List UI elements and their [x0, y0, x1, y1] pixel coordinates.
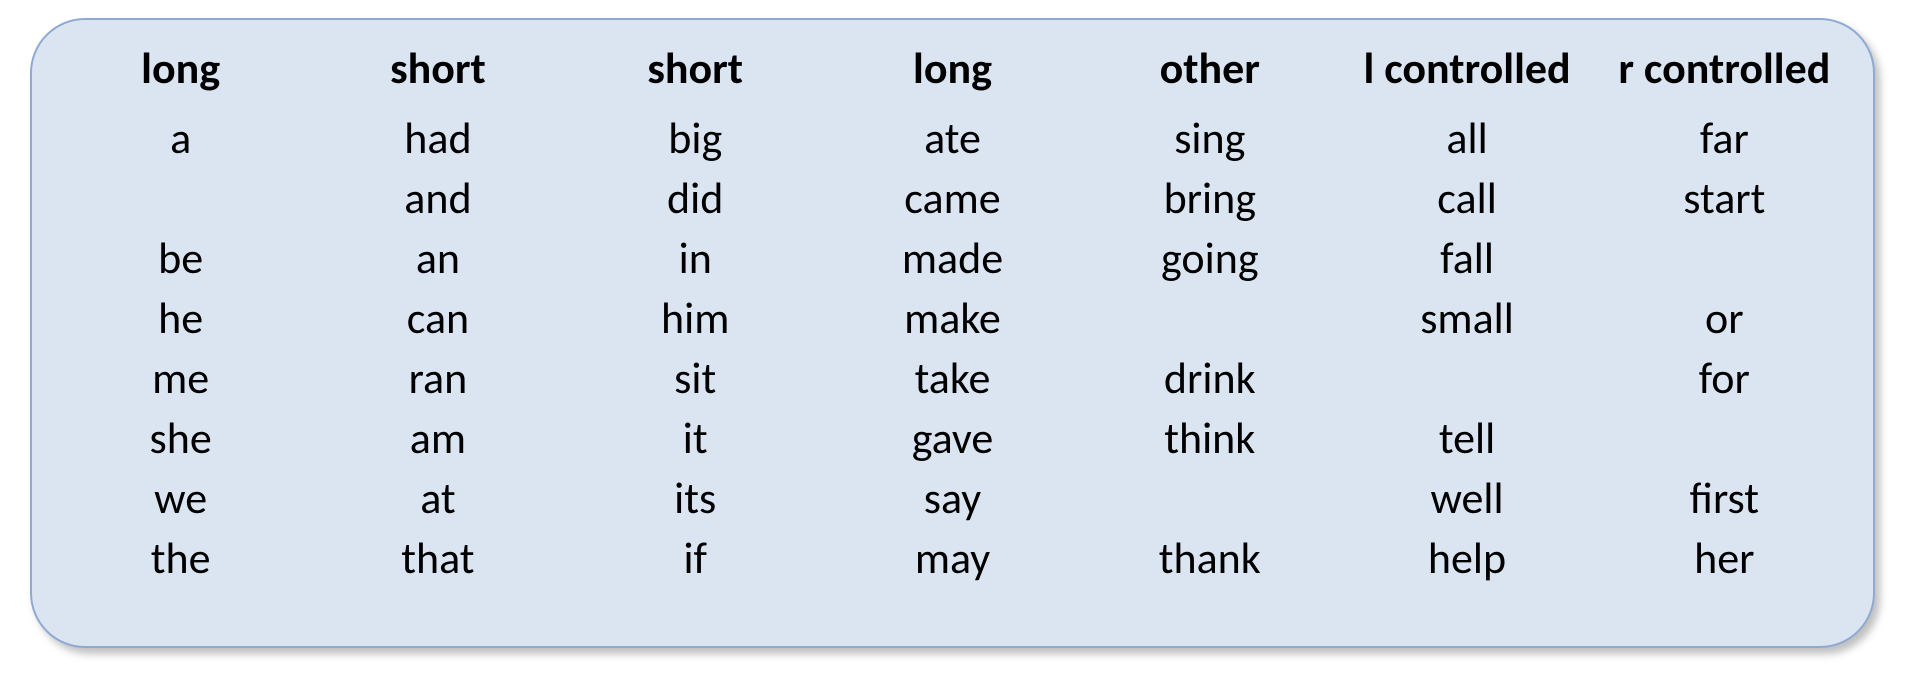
table-cell: him: [661, 289, 729, 349]
table-cell: me: [152, 349, 209, 409]
column-header: other: [1160, 42, 1260, 95]
table-cell: came: [904, 169, 1000, 229]
table-cell: thank: [1159, 529, 1261, 589]
column-header: r controlled: [1618, 42, 1830, 95]
column-5: l controlled all call fall small tell we…: [1338, 42, 1595, 616]
column-header: long: [913, 42, 992, 95]
table-cell: an: [416, 229, 460, 289]
column-header: short: [390, 42, 486, 95]
table-cell: we: [154, 469, 207, 529]
table-cell: its: [674, 469, 716, 529]
column-2: short big did in him sit it its if: [567, 42, 824, 616]
table-cell: if: [683, 529, 707, 589]
table-cell: that: [401, 529, 474, 589]
table-cell: for: [1699, 349, 1750, 409]
table-cell: he: [158, 289, 203, 349]
table-cell: big: [668, 109, 722, 169]
table-cell: can: [407, 289, 469, 349]
table-cell: well: [1430, 469, 1503, 529]
column-0: long a be he me she we the: [52, 42, 309, 616]
table-cell: sit: [674, 349, 716, 409]
table-cell: going: [1161, 229, 1259, 289]
table-cell: made: [902, 229, 1003, 289]
table-cell: in: [679, 229, 712, 289]
table-cell: a: [170, 109, 191, 169]
table-cell: think: [1164, 409, 1255, 469]
table-cell: her: [1694, 529, 1754, 589]
table-cell: or: [1705, 289, 1744, 349]
table-cell: am: [410, 409, 466, 469]
table-cell: bring: [1164, 169, 1256, 229]
table-cell: start: [1683, 169, 1765, 229]
column-header: l controlled: [1363, 42, 1570, 95]
column-1: short had and an can ran am at that: [309, 42, 566, 616]
table-cell: make: [904, 289, 1001, 349]
table-cell: small: [1420, 289, 1514, 349]
table-cell: at: [420, 469, 455, 529]
table-cell: she: [150, 409, 212, 469]
table-cell: call: [1437, 169, 1497, 229]
table-cell: had: [404, 109, 471, 169]
table-cell: fall: [1440, 229, 1494, 289]
table-cell: the: [151, 529, 211, 589]
table-cell: far: [1700, 109, 1749, 169]
column-4: other sing bring going drink think thank: [1081, 42, 1338, 616]
table-cell: did: [667, 169, 723, 229]
column-6: r controlled far start or for first her: [1596, 42, 1853, 616]
column-3: long ate came made make take gave say ma…: [824, 42, 1081, 616]
column-header: long: [141, 42, 220, 95]
table-cell: sing: [1174, 109, 1245, 169]
table-cell: take: [915, 349, 991, 409]
column-header: short: [647, 42, 743, 95]
table-cell: be: [158, 229, 203, 289]
table-cell: all: [1446, 109, 1487, 169]
table-cell: tell: [1439, 409, 1495, 469]
table-cell: it: [683, 409, 708, 469]
table-cell: ran: [409, 349, 468, 409]
table-cell: gave: [912, 409, 994, 469]
table-cell: say: [924, 469, 981, 529]
table-cell: and: [404, 169, 471, 229]
table-cell: drink: [1164, 349, 1256, 409]
table-cell: help: [1428, 529, 1506, 589]
word-table-panel: long a be he me she we the short had and…: [30, 18, 1875, 648]
table-cell: may: [915, 529, 990, 589]
table-cell: first: [1690, 469, 1759, 529]
table-cell: ate: [924, 109, 981, 169]
